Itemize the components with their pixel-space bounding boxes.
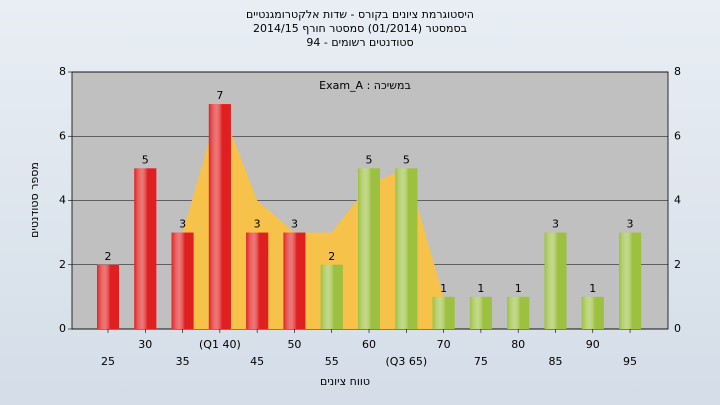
bar-shine xyxy=(619,232,642,329)
annotation: Exam_A : במשיכה xyxy=(319,79,411,92)
x-axis-label: טווח ציונים xyxy=(320,375,370,388)
bar-shine xyxy=(544,232,567,329)
x-tick-label: 35 xyxy=(176,355,190,368)
bar-shine xyxy=(469,296,492,329)
x-tick-label: 45 xyxy=(250,355,264,368)
data-label: 3 xyxy=(291,218,298,231)
x-tick-label: 90 xyxy=(586,338,600,351)
bar-shine xyxy=(507,296,530,329)
chart-subtitle: סטודנטים רשומים - 94 xyxy=(306,36,413,49)
bar-shine xyxy=(358,168,381,329)
x-tick-label: 85 xyxy=(548,355,562,368)
y-tick-label: 0 xyxy=(59,322,66,335)
bar-shine xyxy=(246,232,269,329)
x-tick-label: 75 xyxy=(474,355,488,368)
data-label: 5 xyxy=(142,153,149,166)
data-label: 3 xyxy=(552,218,559,231)
y2-tick-label: 4 xyxy=(674,194,681,207)
data-label: 1 xyxy=(515,282,522,295)
y-tick-label: 2 xyxy=(59,258,66,271)
x-tick-label: 30 xyxy=(138,338,152,351)
bar-shine xyxy=(171,232,194,329)
bar-shine xyxy=(97,264,119,329)
x-tick-label: 55 xyxy=(325,355,339,368)
x-tick-label: (Q1 40) xyxy=(199,338,241,351)
y-tick-label: 6 xyxy=(59,129,66,142)
x-tick-label: 70 xyxy=(437,338,451,351)
chart-subtitle: בסמסטר (01/2014) סמסטר חורף 2014/15 xyxy=(253,22,467,35)
x-tick-label: 80 xyxy=(511,338,525,351)
bar-shine xyxy=(432,296,455,329)
data-label: 1 xyxy=(477,282,484,295)
bar-shine xyxy=(134,168,157,329)
y-tick-label: 8 xyxy=(59,65,66,78)
data-label: 5 xyxy=(366,153,373,166)
bar-shine xyxy=(581,296,604,329)
chart-title: היסטוגרמת ציונים בקורס - שדות אלקטרומגנט… xyxy=(246,8,474,21)
data-label: 1 xyxy=(440,282,447,295)
data-label: 7 xyxy=(216,89,223,102)
data-label: 2 xyxy=(328,250,335,263)
bar-shine xyxy=(395,168,418,329)
y-tick-label: 4 xyxy=(59,194,66,207)
data-label: 5 xyxy=(403,153,410,166)
y2-tick-label: 8 xyxy=(674,65,681,78)
bar-shine xyxy=(283,232,306,329)
y2-tick-label: 0 xyxy=(674,322,681,335)
x-tick-label: 50 xyxy=(287,338,301,351)
x-tick-label: 25 xyxy=(101,355,115,368)
data-label: 3 xyxy=(179,218,186,231)
bar-shine xyxy=(208,104,231,329)
data-label: 1 xyxy=(589,282,596,295)
x-tick-label: 95 xyxy=(623,355,637,368)
x-tick-label: 60 xyxy=(362,338,376,351)
y-axis-label: מספר סטודנטים xyxy=(28,162,41,238)
bar-shine xyxy=(320,264,343,329)
data-label: 3 xyxy=(254,218,261,231)
y2-tick-label: 2 xyxy=(674,258,681,271)
y2-tick-label: 6 xyxy=(674,129,681,142)
data-label: 3 xyxy=(627,218,634,231)
data-label: 2 xyxy=(105,250,112,263)
x-tick-label: (Q3 65) xyxy=(385,355,427,368)
